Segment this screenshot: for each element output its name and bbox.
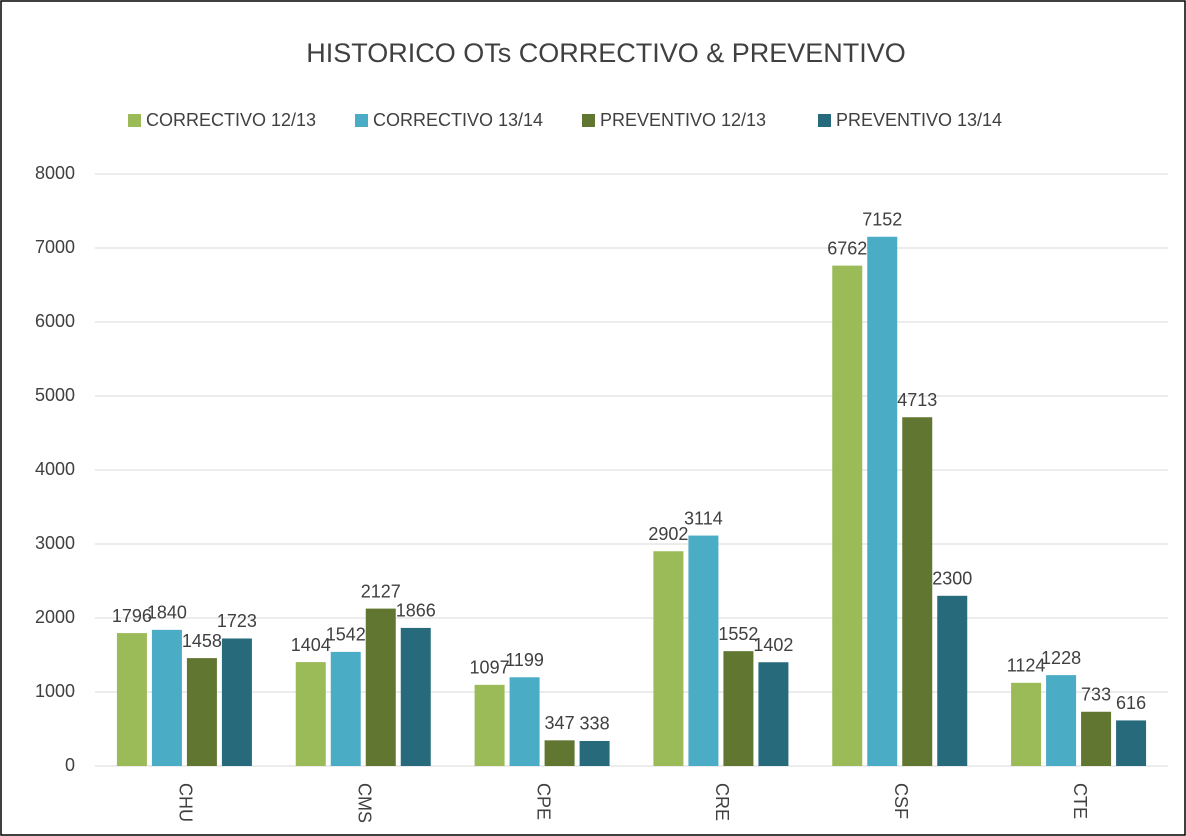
y-tick-label: 0 bbox=[65, 755, 75, 775]
bar bbox=[758, 662, 789, 766]
bar bbox=[295, 662, 326, 766]
bar bbox=[400, 627, 431, 766]
bar bbox=[330, 651, 361, 766]
bar bbox=[723, 651, 754, 766]
y-tick-label: 3000 bbox=[35, 533, 75, 553]
bar bbox=[1046, 675, 1077, 766]
data-label: 4713 bbox=[897, 390, 937, 410]
y-tick-label: 1000 bbox=[35, 681, 75, 701]
legend-swatch bbox=[128, 114, 141, 127]
y-tick-label: 7000 bbox=[35, 237, 75, 257]
data-label: 1458 bbox=[182, 631, 222, 651]
data-label: 347 bbox=[545, 713, 575, 733]
bar bbox=[1081, 711, 1112, 766]
legend-label: PREVENTIVO 13/14 bbox=[836, 110, 1002, 130]
legend-label: CORRECTIVO 13/14 bbox=[373, 110, 543, 130]
bar bbox=[116, 633, 147, 766]
legend-swatch bbox=[818, 114, 831, 127]
legend-label: CORRECTIVO 12/13 bbox=[146, 110, 316, 130]
data-label: 1840 bbox=[147, 603, 187, 623]
bar bbox=[544, 740, 575, 766]
x-tick-label: CHU bbox=[176, 783, 196, 822]
x-tick-label: CRE bbox=[712, 783, 732, 821]
bar bbox=[867, 236, 898, 766]
bar bbox=[937, 595, 968, 766]
data-label: 733 bbox=[1081, 685, 1111, 705]
data-label: 1228 bbox=[1041, 648, 1081, 668]
data-label: 2127 bbox=[361, 581, 401, 601]
data-label: 1097 bbox=[470, 658, 510, 678]
data-label: 338 bbox=[580, 714, 610, 734]
bar bbox=[186, 658, 217, 766]
data-label: 1552 bbox=[718, 624, 758, 644]
y-tick-label: 6000 bbox=[35, 311, 75, 331]
data-label: 1542 bbox=[326, 625, 366, 645]
y-tick-label: 2000 bbox=[35, 607, 75, 627]
legend-label: PREVENTIVO 12/13 bbox=[600, 110, 766, 130]
bar bbox=[474, 684, 505, 766]
data-label: 7152 bbox=[862, 210, 902, 230]
bar bbox=[151, 629, 182, 766]
bar bbox=[688, 535, 719, 766]
x-tick-label: CMS bbox=[355, 783, 375, 823]
y-tick-label: 4000 bbox=[35, 459, 75, 479]
y-tick-label: 8000 bbox=[35, 163, 75, 183]
x-tick-label: CTE bbox=[1070, 783, 1090, 819]
data-label: 1199 bbox=[505, 650, 544, 670]
data-label: 3114 bbox=[684, 508, 723, 528]
chart-title: HISTORICO OTs CORRECTIVO & PREVENTIVO bbox=[306, 38, 906, 68]
bar bbox=[653, 551, 684, 766]
data-label: 1402 bbox=[753, 635, 793, 655]
data-label: 1404 bbox=[291, 635, 331, 655]
bar bbox=[1116, 720, 1147, 766]
bar bbox=[902, 417, 933, 766]
data-label: 1723 bbox=[217, 611, 257, 631]
x-tick-label: CPE bbox=[533, 783, 553, 820]
bar bbox=[832, 265, 863, 766]
data-label: 1866 bbox=[396, 601, 436, 621]
bar bbox=[579, 740, 610, 766]
data-label: 2300 bbox=[932, 569, 972, 589]
bar bbox=[365, 608, 396, 766]
y-tick-label: 5000 bbox=[35, 385, 75, 405]
bar bbox=[221, 638, 252, 766]
x-tick-label: CSF bbox=[891, 783, 911, 819]
data-label: 6762 bbox=[827, 238, 867, 258]
bar bbox=[1011, 682, 1042, 766]
legend-swatch bbox=[355, 114, 368, 127]
bar bbox=[509, 677, 540, 766]
data-label: 1796 bbox=[112, 606, 152, 626]
data-label: 1124 bbox=[1007, 656, 1046, 676]
data-label: 2902 bbox=[648, 524, 688, 544]
legend-swatch bbox=[582, 114, 595, 127]
data-label: 616 bbox=[1116, 693, 1146, 713]
